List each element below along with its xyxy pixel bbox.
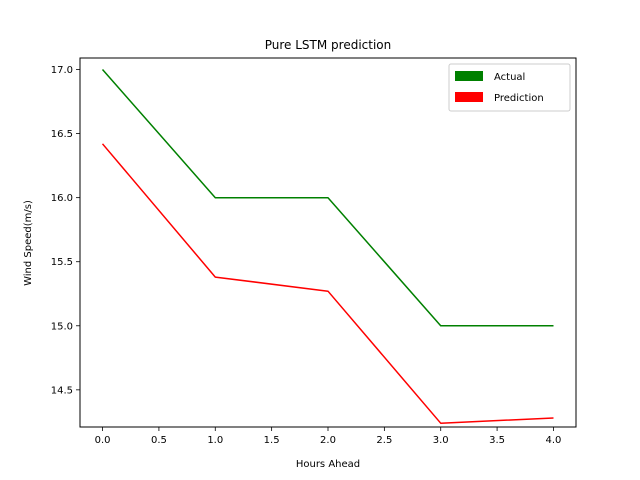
series-line-actual	[101, 69, 554, 327]
x-tick-label: 3.5	[489, 435, 505, 446]
legend-entries: Actual Prediction	[455, 71, 544, 104]
y-tick-label: 15.0	[51, 321, 73, 332]
y-axis-label: Wind Speed(m/s)	[23, 200, 34, 286]
legend-label: Actual	[494, 72, 525, 83]
x-tick-label: 4.0	[546, 435, 562, 446]
y-tick-label: 16.5	[51, 129, 73, 140]
legend-swatch	[455, 71, 483, 81]
tick-marks	[76, 69, 554, 431]
legend-swatch	[455, 92, 483, 102]
x-tick-label: 0.5	[151, 435, 167, 446]
axes-frame	[79, 57, 577, 428]
x-tick-label: 1.0	[207, 435, 223, 446]
plot-area	[76, 57, 577, 431]
y-tick-label: 14.5	[51, 385, 73, 396]
y-tick-label: 15.5	[51, 257, 73, 268]
x-tick-label: 0.0	[95, 435, 111, 446]
x-tick-label: 1.5	[264, 435, 280, 446]
series-line-prediction	[101, 143, 554, 424]
y-tick-label: 16.0	[51, 193, 73, 204]
x-axis-label: Hours Ahead	[296, 459, 360, 470]
legend: Actual Prediction	[448, 63, 571, 112]
y-tick-label: 17.0	[51, 65, 73, 76]
x-tick-label: 3.0	[433, 435, 449, 446]
legend-label: Prediction	[494, 93, 544, 104]
x-tick-label: 2.5	[376, 435, 392, 446]
x-tick-label: 2.0	[320, 435, 336, 446]
series-lines	[101, 69, 554, 424]
chart-title: Pure LSTM prediction	[265, 38, 392, 52]
